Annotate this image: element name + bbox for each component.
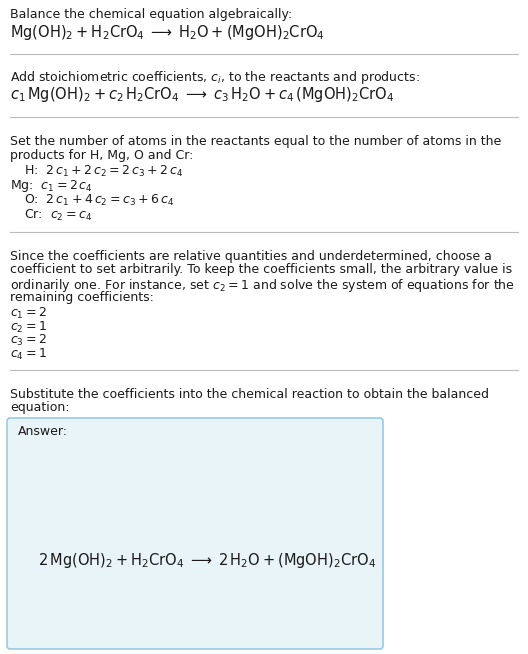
Text: Mg:  $c_1 = 2\,c_4$: Mg: $c_1 = 2\,c_4$ (10, 179, 93, 194)
Text: coefficient to set arbitrarily. To keep the coefficients small, the arbitrary va: coefficient to set arbitrarily. To keep … (10, 264, 512, 277)
Text: $c_2 = 1$: $c_2 = 1$ (10, 320, 47, 335)
Text: $c_4 = 1$: $c_4 = 1$ (10, 347, 47, 362)
Text: O:  $2\,c_1 + 4\,c_2 = c_3 + 6\,c_4$: O: $2\,c_1 + 4\,c_2 = c_3 + 6\,c_4$ (24, 193, 174, 208)
Text: ordinarily one. For instance, set $c_2 = 1$ and solve the system of equations fo: ordinarily one. For instance, set $c_2 =… (10, 277, 515, 294)
Text: $c_1\,\mathrm{Mg(OH)}_2 + c_2\,\mathrm{H}_2\mathrm{CrO}_4 \;\longrightarrow\; c_: $c_1\,\mathrm{Mg(OH)}_2 + c_2\,\mathrm{H… (10, 85, 394, 104)
Text: Substitute the coefficients into the chemical reaction to obtain the balanced: Substitute the coefficients into the che… (10, 388, 489, 401)
Text: $2\,\mathrm{Mg(OH)}_2 + \mathrm{H}_2\mathrm{CrO}_4 \;\longrightarrow\; 2\,\mathr: $2\,\mathrm{Mg(OH)}_2 + \mathrm{H}_2\mat… (38, 551, 376, 570)
Text: $\mathrm{Mg(OH)}_2 + \mathrm{H}_2\mathrm{CrO}_4 \;\longrightarrow\; \mathrm{H_2O: $\mathrm{Mg(OH)}_2 + \mathrm{H}_2\mathrm… (10, 24, 325, 43)
Text: Add stoichiometric coefficients, $c_i$, to the reactants and products:: Add stoichiometric coefficients, $c_i$, … (10, 69, 420, 86)
Text: Set the number of atoms in the reactants equal to the number of atoms in the: Set the number of atoms in the reactants… (10, 135, 501, 148)
Text: Answer:: Answer: (18, 425, 68, 438)
Text: Balance the chemical equation algebraically:: Balance the chemical equation algebraica… (10, 8, 293, 21)
Text: products for H, Mg, O and Cr:: products for H, Mg, O and Cr: (10, 148, 193, 162)
Text: H:  $2\,c_1 + 2\,c_2 = 2\,c_3 + 2\,c_4$: H: $2\,c_1 + 2\,c_2 = 2\,c_3 + 2\,c_4$ (24, 164, 184, 179)
Text: Cr:  $c_2 = c_4$: Cr: $c_2 = c_4$ (24, 207, 92, 222)
Text: Since the coefficients are relative quantities and underdetermined, choose a: Since the coefficients are relative quan… (10, 250, 492, 263)
Text: $c_3 = 2$: $c_3 = 2$ (10, 333, 47, 348)
Text: $c_1 = 2$: $c_1 = 2$ (10, 306, 47, 321)
Text: equation:: equation: (10, 402, 70, 415)
Text: remaining coefficients:: remaining coefficients: (10, 290, 154, 303)
FancyBboxPatch shape (7, 418, 383, 649)
